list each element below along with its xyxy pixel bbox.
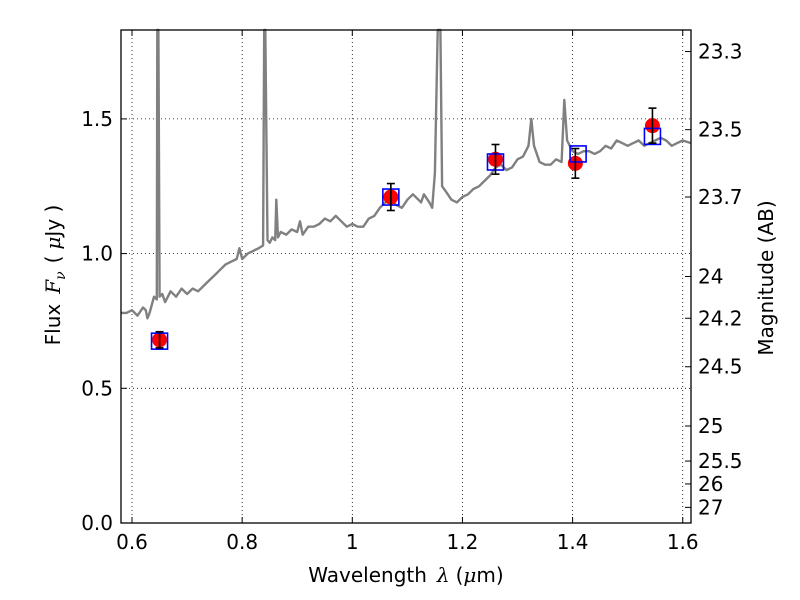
y-axis-label-unit: Jy ) <box>41 205 65 239</box>
x-axis-label-open: ( <box>456 563 464 587</box>
plot-frame <box>120 29 692 524</box>
y-tick-label: 1.0 <box>81 242 113 266</box>
y-tick-label: 0.5 <box>81 376 113 400</box>
model-spectrum-line <box>121 28 692 320</box>
grid-lines <box>121 30 691 523</box>
magnitude-tick-label: 24 <box>698 265 723 289</box>
x-tick-label: 1.2 <box>447 530 479 554</box>
magnitude-tick-label: 23.5 <box>698 118 743 142</box>
y-tick-label: 0.0 <box>81 511 113 535</box>
magnitude-tick-label: 25.5 <box>698 449 743 473</box>
x-tick-label: 1.6 <box>667 530 699 554</box>
y-axis-label-mu: μ <box>41 237 65 250</box>
x-axis-label-unit: m) <box>476 563 503 587</box>
model-spectrum-layer <box>121 28 692 320</box>
y-axis-label-prefix: Flux <box>41 304 65 346</box>
y-axis-label: Flux Fν ( μJy ) <box>41 205 69 346</box>
y-axis-label-subscript: ν <box>53 271 69 280</box>
x-tick-label: 1.4 <box>557 530 589 554</box>
magnitude-tick-label: 24.2 <box>698 306 743 330</box>
y-tick-label: 1.5 <box>81 107 113 131</box>
y-axis-label-open: ( <box>41 256 65 264</box>
x-axis-label-prefix: Wavelength <box>308 563 427 587</box>
axis-ticks: 0.6 0.8 1 1.2 1.4 1.6 0.0 0.5 1.0 1.5 23.3 23.5 23.7… <box>81 30 743 554</box>
magnitude-tick-label: 24.5 <box>698 355 743 379</box>
right-axis-label: Magnitude (AB) <box>754 200 778 355</box>
magnitude-tick-label: 26 <box>698 472 723 496</box>
model-flux-marker <box>569 145 587 163</box>
magnitude-tick-label: 23.7 <box>698 185 743 209</box>
magnitude-tick-label: 23.3 <box>698 40 743 64</box>
x-tick-label: 0.6 <box>116 530 148 554</box>
x-tick-label: 0.8 <box>226 530 258 554</box>
x-axis-label-symbol: λ <box>436 563 450 587</box>
x-axis-label: Wavelength λ (μm) <box>308 563 503 587</box>
magnitude-tick-label: 25 <box>698 414 723 438</box>
magnitude-tick-label: 27 <box>698 495 723 519</box>
y-axis-label-symbol: F <box>41 279 65 295</box>
photometry-points-layer <box>150 107 662 350</box>
x-tick-label: 1 <box>346 530 359 554</box>
x-axis-label-mu: μ <box>463 563 476 587</box>
